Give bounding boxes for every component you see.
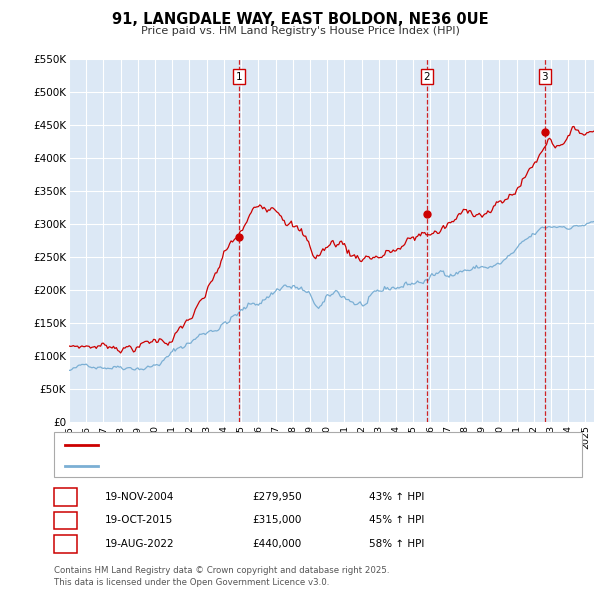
Text: 19-AUG-2022: 19-AUG-2022: [105, 539, 175, 549]
Text: 91, LANGDALE WAY, EAST BOLDON, NE36 0UE (detached house): 91, LANGDALE WAY, EAST BOLDON, NE36 0UE …: [104, 440, 426, 450]
Text: 3: 3: [62, 539, 69, 549]
Text: 43% ↑ HPI: 43% ↑ HPI: [369, 492, 424, 502]
Text: 1: 1: [236, 72, 242, 81]
Text: Price paid vs. HM Land Registry's House Price Index (HPI): Price paid vs. HM Land Registry's House …: [140, 26, 460, 36]
Text: 2: 2: [62, 516, 69, 525]
Text: 19-NOV-2004: 19-NOV-2004: [105, 492, 175, 502]
Text: Contains HM Land Registry data © Crown copyright and database right 2025.
This d: Contains HM Land Registry data © Crown c…: [54, 566, 389, 587]
Text: £440,000: £440,000: [252, 539, 301, 549]
Text: £279,950: £279,950: [252, 492, 302, 502]
Text: 58% ↑ HPI: 58% ↑ HPI: [369, 539, 424, 549]
Text: 2: 2: [424, 72, 430, 81]
Text: 45% ↑ HPI: 45% ↑ HPI: [369, 516, 424, 525]
Text: 1: 1: [62, 492, 69, 502]
Text: 19-OCT-2015: 19-OCT-2015: [105, 516, 173, 525]
Text: £315,000: £315,000: [252, 516, 301, 525]
Text: HPI: Average price, detached house, South Tyneside: HPI: Average price, detached house, Sout…: [104, 461, 364, 471]
Text: 91, LANGDALE WAY, EAST BOLDON, NE36 0UE: 91, LANGDALE WAY, EAST BOLDON, NE36 0UE: [112, 12, 488, 27]
Text: 3: 3: [541, 72, 548, 81]
